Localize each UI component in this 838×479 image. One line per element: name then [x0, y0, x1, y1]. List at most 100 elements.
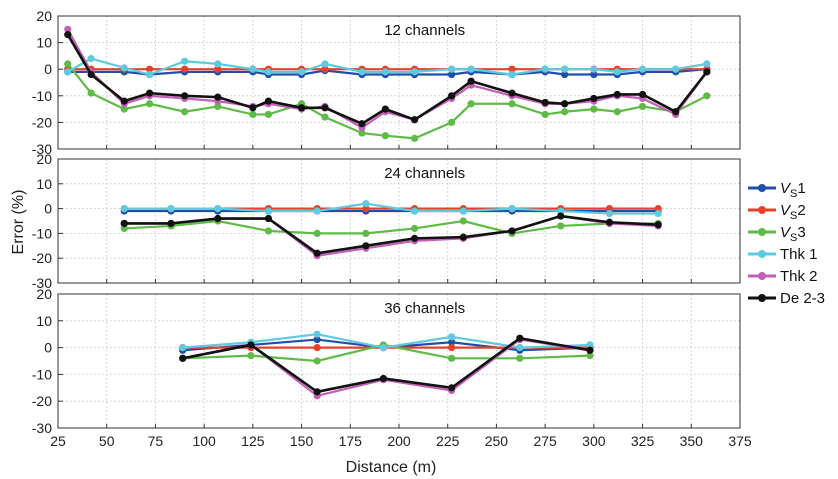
data-point [297, 104, 306, 112]
x-tick-label: 325 [631, 433, 655, 449]
data-point [120, 219, 128, 228]
data-point [508, 65, 516, 73]
data-point [87, 54, 95, 63]
y-tick-label: 20 [36, 8, 52, 24]
data-point [64, 68, 72, 76]
data-point [605, 205, 614, 213]
y-tick-label: 20 [36, 286, 52, 302]
data-point [381, 68, 389, 76]
data-point [179, 354, 187, 362]
data-point [410, 234, 419, 242]
data-point [214, 60, 222, 68]
data-point [181, 57, 189, 65]
data-point [264, 97, 273, 105]
y-tick-label: -10 [32, 88, 52, 104]
data-point [638, 65, 647, 73]
data-point [145, 100, 154, 108]
data-point [654, 209, 662, 218]
y-tick-label: -10 [32, 366, 52, 382]
data-point [313, 344, 321, 352]
data-point [448, 384, 456, 392]
data-point [264, 227, 273, 235]
y-tick-label: 0 [44, 61, 52, 77]
data-point [410, 207, 419, 215]
series-de-2-3 [179, 334, 594, 396]
data-point [508, 205, 516, 213]
data-point [541, 65, 549, 73]
data-point [516, 334, 524, 342]
x-tick-label: 350 [680, 433, 704, 449]
data-point [448, 333, 456, 341]
data-point [557, 222, 565, 230]
series-line [124, 219, 659, 235]
data-point [613, 90, 621, 99]
x-tick-label: 275 [533, 433, 557, 449]
series-thk-1 [120, 200, 662, 218]
data-point [410, 134, 419, 142]
data-point [561, 108, 569, 116]
legend-swatch-marker [758, 228, 766, 236]
y-tick-label: -30 [32, 141, 52, 157]
data-point [410, 68, 419, 76]
data-point [410, 224, 419, 233]
legend-swatch-marker [758, 272, 766, 280]
data-point [590, 94, 598, 103]
x-tick-label: 150 [290, 433, 314, 449]
data-point [87, 89, 95, 97]
data-point [590, 65, 598, 73]
data-point [313, 335, 321, 344]
data-point [638, 90, 647, 99]
data-point [181, 108, 189, 116]
legend-item: VS1 [748, 180, 806, 200]
data-point [249, 65, 257, 73]
legend-swatch-marker [758, 206, 766, 214]
data-point [467, 77, 475, 85]
data-point [362, 229, 370, 237]
data-point [313, 229, 321, 237]
data-point [297, 68, 306, 76]
data-point [358, 120, 366, 128]
data-point [167, 205, 175, 213]
data-point [145, 89, 154, 97]
data-point [654, 221, 662, 229]
y-tick-label: 0 [44, 340, 52, 356]
legend-item: Thk 2 [748, 268, 818, 285]
panel-title: 24 channels [384, 165, 465, 182]
data-point [179, 344, 187, 352]
y-tick-label: -30 [32, 420, 52, 436]
series-line [124, 214, 659, 255]
y-tick-label: 0 [44, 201, 52, 217]
data-point [120, 97, 128, 105]
data-point [321, 65, 329, 73]
data-point [313, 357, 321, 365]
legend-swatch-marker [758, 250, 766, 258]
data-point [561, 70, 569, 79]
data-point [410, 116, 419, 124]
x-tick-label: 300 [582, 433, 606, 449]
x-tick-label: 100 [192, 433, 216, 449]
data-point [381, 105, 389, 113]
series-line [124, 202, 659, 215]
data-point [214, 102, 222, 111]
data-point [214, 65, 222, 73]
data-point [362, 205, 370, 213]
y-tick-label: -20 [32, 393, 52, 409]
data-point [703, 68, 711, 76]
panel-2: -30 -20 -10 0 10 20 24 channels [32, 151, 741, 291]
legend-label: Thk 2 [780, 268, 818, 285]
data-point [508, 100, 516, 108]
data-point [181, 65, 189, 73]
data-point [313, 330, 321, 338]
y-tick-label: -10 [32, 225, 52, 241]
data-point [214, 93, 222, 101]
x-tick-label: 125 [241, 433, 265, 449]
data-point [467, 65, 475, 73]
data-point [516, 344, 524, 352]
y-tick-label: 20 [36, 151, 52, 167]
data-point [448, 70, 456, 79]
data-point [264, 68, 273, 76]
data-point [120, 224, 128, 233]
series-thk-1 [64, 54, 711, 79]
data-point [467, 100, 475, 108]
